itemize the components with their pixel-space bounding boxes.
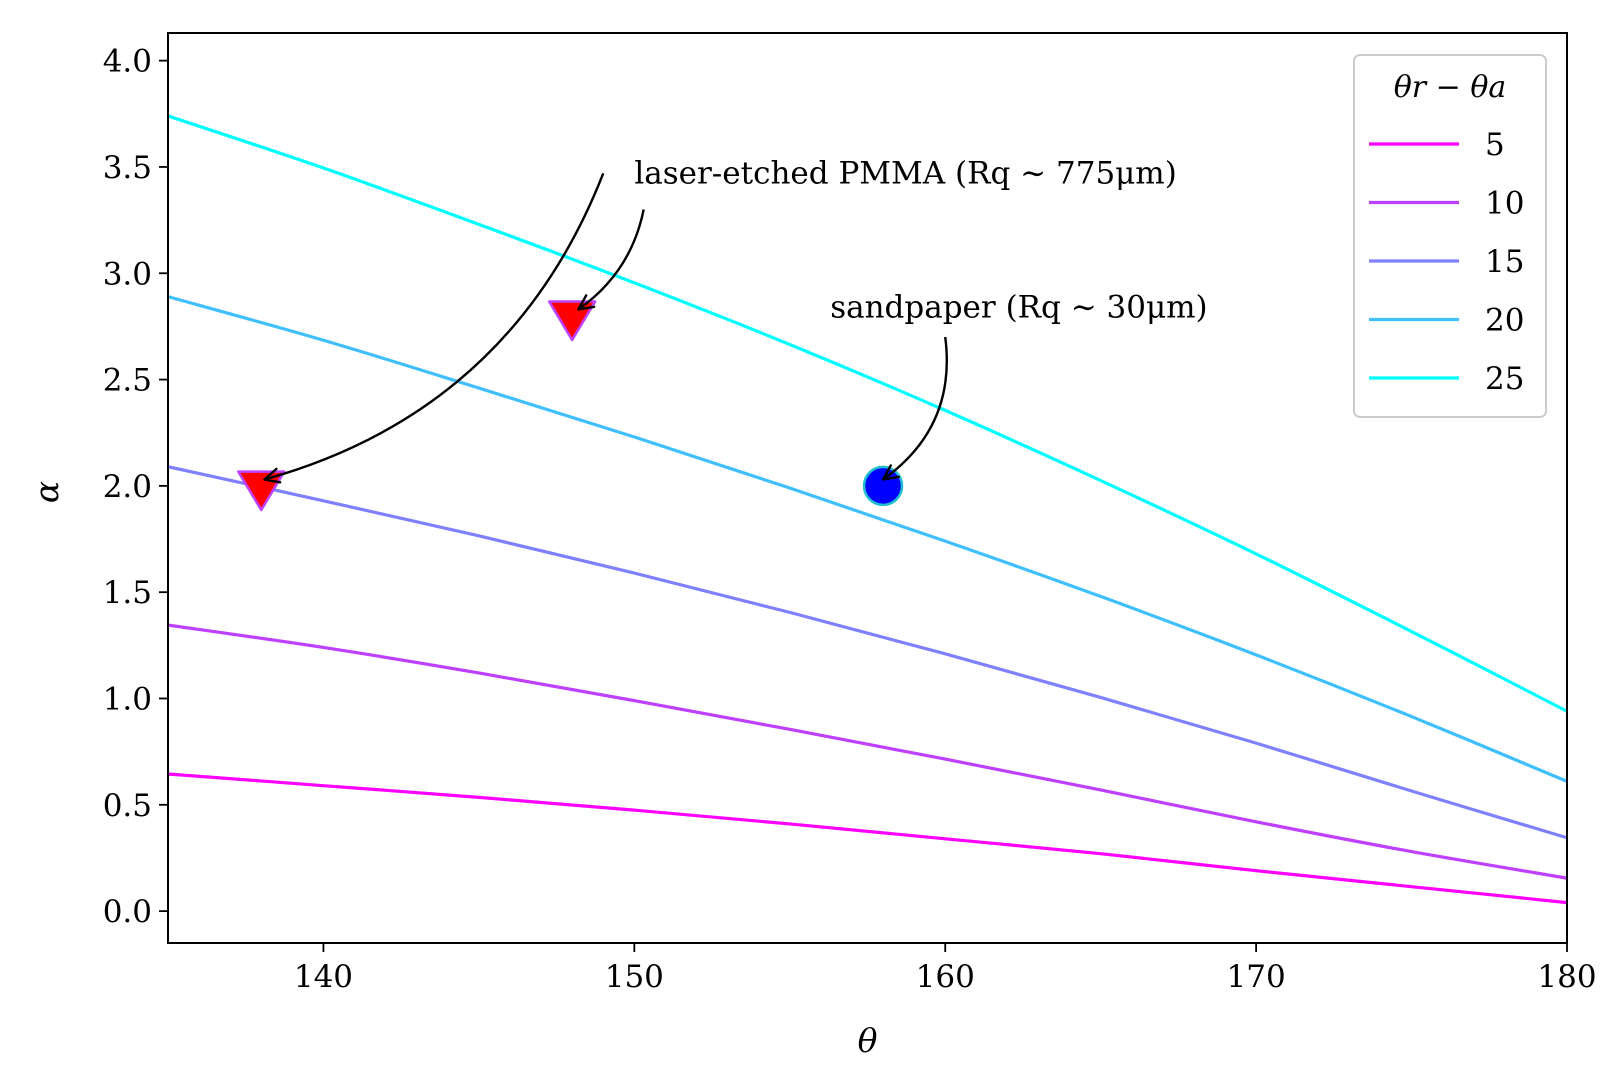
x-tick-label-150: 150 <box>605 959 664 995</box>
y-tick-label-4.0: 4.0 <box>103 44 152 80</box>
series-line-25 <box>168 114 1567 713</box>
sandpaper-annotation-arrow-1 <box>882 336 949 481</box>
laser-annotation-arrowhead-1 <box>263 467 282 484</box>
series-line-15 <box>168 465 1567 840</box>
laser-annotation-arrowhead-2 <box>577 294 596 311</box>
sandpaper-marker <box>862 465 904 507</box>
sandpaper-annotation-arrowhead-1 <box>881 464 901 481</box>
series-line-20 <box>168 295 1567 783</box>
x-axis-label: θ <box>858 1021 878 1060</box>
y-tick-label-2.5: 2.5 <box>103 363 152 399</box>
legend-label-20: 20 <box>1485 303 1524 339</box>
x-tick-label-140: 140 <box>294 959 353 995</box>
y-axis-label: α <box>27 481 66 503</box>
series-group <box>168 114 1567 905</box>
y-tick-label-1.0: 1.0 <box>103 681 152 717</box>
legend-label-10: 10 <box>1485 186 1524 222</box>
series-line-5 <box>168 772 1567 905</box>
x-tick-label-180: 180 <box>1537 959 1596 995</box>
sandpaper-annotation-text: sandpaper (Rq ∼ 30μm) <box>830 289 1207 325</box>
y-tick-label-1.5: 1.5 <box>103 575 152 611</box>
x-tick-label-170: 170 <box>1227 959 1286 995</box>
plot-frame <box>167 32 1568 944</box>
laser-annotation-text: laser-etched PMMA (Rq ∼ 775μm) <box>634 155 1176 191</box>
y-tick-label-3.0: 3.0 <box>103 256 152 292</box>
legend-title: θr − θa <box>1394 70 1507 105</box>
laser-etched-marker-2 <box>547 300 597 342</box>
legend: θr − θa 5 10 15 20 25 <box>1353 54 1547 418</box>
plot-area: laser-etched PMMA (Rq ∼ 775μm) sandpaper … <box>168 114 1567 905</box>
legend-label-5: 5 <box>1485 127 1505 163</box>
axes: 140 150 160 170 180 0.0 0.5 1.0 1.5 2.0 2.5 3.0 3.5 4… <box>27 32 1597 1060</box>
y-tick-label-3.5: 3.5 <box>103 150 152 186</box>
y-tick-label-2.0: 2.0 <box>103 469 152 505</box>
y-tick-label-0.0: 0.0 <box>103 894 152 930</box>
series-line-10 <box>168 623 1567 880</box>
legend-label-15: 15 <box>1485 244 1524 280</box>
laser-annotation-arrow-2 <box>577 209 645 311</box>
annotations-group: laser-etched PMMA (Rq ∼ 775μm) sandpaper … <box>263 155 1208 484</box>
y-tick-label-0.5: 0.5 <box>103 788 152 824</box>
legend-label-25: 25 <box>1485 361 1524 397</box>
x-tick-label-160: 160 <box>916 959 975 995</box>
laser-annotation-arrow-1 <box>264 172 605 481</box>
